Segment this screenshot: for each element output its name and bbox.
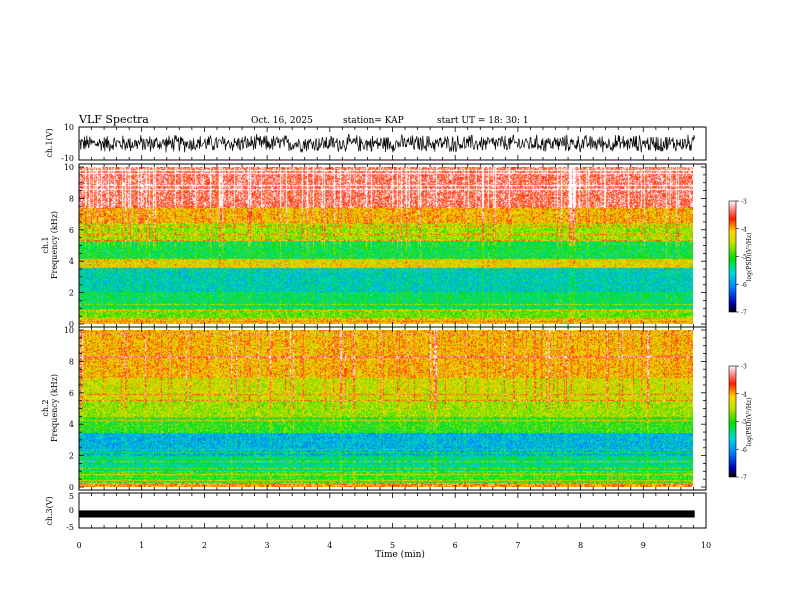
time-tick-label-2: 2 [202,541,207,550]
frequency-tick-label-2: 2 [69,289,74,298]
ch2-spectrogram-image [79,330,693,487]
frequency-tick-label-0: 0 [69,483,74,492]
ch1-colorbar-label: log(PSD)(V²/Hz) [746,233,753,282]
frequency-tick-label-4: 4 [69,420,74,429]
colorbar-tick-label--7: -7 [741,310,747,317]
ch3-waveform-line [79,510,695,518]
frequency-tick-label-6: 6 [69,389,74,398]
ch1-spectrogram-ylabel-frequency: Frequency (kHz) [50,211,59,279]
ch1-waveform-line [78,133,695,154]
time-tick-label-0: 0 [76,541,81,550]
colorbar-tick-label--4: -4 [741,226,747,233]
ch1-colorbar [728,200,737,313]
figure-title: VLF Spectra [78,113,149,126]
frequency-tick-label-2: 2 [69,452,74,461]
ch1-spectrogram-ylabel-channel: ch.1 [41,236,50,253]
time-tick-label-8: 8 [578,541,583,550]
time-tick-label-6: 6 [453,541,458,550]
time-tick-label-7: 7 [515,541,520,550]
ch2-colorbar [728,365,737,478]
frequency-tick-label-8: 8 [69,357,74,366]
time-tick-label-4: 4 [327,541,332,550]
time-tick-labels: 0 1 2 3 4 5 6 7 8 9 10 [76,541,711,550]
frequency-tick-label-4: 4 [69,257,74,266]
ch1-frequency-tick-labels: 0 2 4 6 8 10 [64,163,74,329]
colorbar-tick-label--3: -3 [741,364,747,371]
frequency-tick-label-0: 0 [69,320,74,329]
frequency-tick-label-10: 10 [64,326,74,335]
frequency-tick-label-10: 10 [64,163,74,172]
colorbar-tick-label--5: -5 [741,419,747,426]
ch3-ylabel: ch.3(V) [45,496,54,525]
colorbar-tick-label--3: -3 [741,199,747,206]
time-tick-label-9: 9 [641,541,646,550]
frequency-tick-label-6: 6 [69,226,74,235]
ch3-ytick-top: 5 [69,492,74,501]
ch1-ytick-bottom: -10 [61,154,74,163]
ch1-ylabel: ch.1(V) [45,128,54,157]
ch3-ytick-middle: 0 [69,506,74,515]
start-time-label: start UT = 18: 30: 1 [437,116,529,126]
colorbar-tick-label--5: -5 [741,254,747,261]
ch2-spectrogram-ylabel-channel: ch.2 [41,399,50,416]
date-label: Oct. 16, 2025 [251,116,313,126]
ch1-colorbar-tick-labels: -3 -4 -5 -6 -7 [736,199,747,317]
ch2-spectrogram-ylabel-frequency: Frequency (kHz) [50,374,59,442]
ch3-ytick-bottom: -5 [66,523,74,532]
time-tick-label-3: 3 [265,541,270,550]
colorbar-tick-label--7: -7 [741,475,747,482]
frequency-tick-label-8: 8 [69,194,74,203]
ch1-spectrogram-image [79,167,693,324]
colorbar-tick-label--4: -4 [741,391,747,398]
station-label: station= KAP [343,116,404,126]
ch1-ytick-top: 10 [64,123,74,132]
colorbar-tick-label--6: -6 [741,282,747,289]
colorbar-tick-label--6: -6 [741,447,747,454]
x-axis-label: Time (min) [375,549,425,560]
time-tick-label-1: 1 [139,541,144,550]
time-tick-label-10: 10 [701,541,711,550]
time-tick-label-5: 5 [390,541,395,550]
ch2-frequency-tick-labels: 0 2 4 6 8 10 [64,326,74,492]
axis-ticks [78,127,707,528]
ch2-colorbar-label: log(PSD)(V²/Hz) [746,398,753,447]
ch2-colorbar-tick-labels: -3 -4 -5 -6 -7 [736,364,747,482]
